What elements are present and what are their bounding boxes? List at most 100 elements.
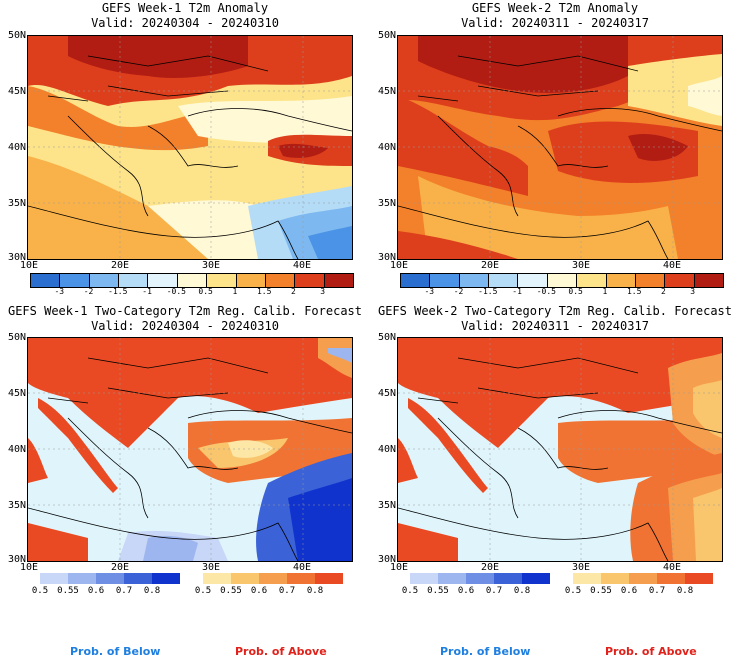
panel-title: GEFS Week-2 Two-Category T2m Reg. Calib.… — [377, 304, 732, 318]
anomaly-colorbar — [30, 273, 354, 288]
lon-label: 20E — [110, 260, 130, 271]
colorbar-swatch — [315, 573, 343, 584]
colorbar-swatch — [606, 274, 636, 287]
colorbar-tick-label: 1 — [232, 287, 238, 296]
lat-label: 45N — [7, 388, 26, 399]
prob-below-label: Prob. of Below — [70, 645, 161, 658]
colorbar-tick-label: 0.5 — [401, 586, 419, 596]
colorbar-tick-label: -3 — [424, 287, 435, 296]
colorbar-swatch — [401, 274, 431, 287]
colorbar-tick-label: 0.7 — [278, 586, 296, 596]
panel-title: GEFS Week-1 Two-Category T2m Reg. Calib.… — [7, 304, 362, 318]
colorbar-swatch — [124, 573, 152, 584]
panel-title: GEFS Week-2 T2m Anomaly — [471, 1, 639, 15]
lon-label: 40E — [662, 260, 682, 271]
lat-label: 50N — [7, 332, 26, 343]
below-colorbar — [40, 573, 180, 584]
colorbar-tick-label: 0.8 — [513, 586, 531, 596]
colorbar-tick-label: 0.5 — [31, 586, 49, 596]
colorbar-swatch — [295, 274, 325, 287]
colorbar-swatch — [96, 573, 124, 584]
colorbar-swatch — [203, 573, 231, 584]
lat-label: 35N — [7, 500, 26, 511]
colorbar-tick-label: 0.5 — [194, 586, 212, 596]
lat-label: 40N — [377, 444, 396, 455]
anomaly-map-week2 — [397, 35, 723, 260]
anomaly-colorbar-ticks: -3 -2 -1.5 -1 -0.5 0.5 1 1.5 2 3 — [400, 287, 722, 299]
lon-label: 10E — [389, 562, 409, 573]
lon-label: 20E — [480, 562, 500, 573]
colorbar-swatch — [577, 274, 607, 287]
colorbar-swatch — [547, 274, 578, 287]
colorbar-tick-label: 3 — [690, 287, 696, 296]
colorbar-swatch — [430, 274, 460, 287]
panel-title: GEFS Week-1 T2m Anomaly — [101, 1, 269, 15]
prob-below-label: Prob. of Below — [440, 645, 531, 658]
lat-label: 35N — [377, 198, 396, 209]
colorbar-swatch — [573, 573, 601, 584]
colorbar-tick-label: 0.55 — [57, 586, 79, 596]
lat-label: 40N — [7, 142, 26, 153]
colorbar-tick-label: 0.7 — [648, 586, 666, 596]
above-colorbar — [573, 573, 713, 584]
lat-label: 45N — [377, 388, 396, 399]
colorbar-swatch — [89, 274, 120, 287]
colorbar-tick-label: 3 — [320, 287, 326, 296]
panel-valid-dates: Valid: 20240304 - 20240310 — [91, 319, 279, 333]
colorbar-swatch — [287, 573, 315, 584]
below-colorbar-ticks: 0.5 0.55 0.6 0.7 0.8 — [402, 586, 550, 598]
colorbar-swatch — [231, 573, 259, 584]
colorbar-tick-label: 0.8 — [306, 586, 324, 596]
colorbar-tick-label: 2 — [291, 287, 296, 296]
colorbar-swatch — [459, 274, 490, 287]
colorbar-swatch — [177, 274, 208, 287]
colorbar-tick-label: 0.5 — [198, 287, 213, 296]
colorbar-tick-label: -1 — [142, 287, 152, 296]
lon-label: 20E — [110, 562, 130, 573]
colorbar-tick-label: -1.5 — [108, 287, 128, 296]
colorbar-tick-label: 0.55 — [427, 586, 449, 596]
colorbar-tick-label: 0.8 — [676, 586, 694, 596]
colorbar-swatch — [207, 274, 237, 287]
lat-label: 30N — [377, 252, 396, 263]
colorbar-tick-label: 0.5 — [564, 586, 582, 596]
colorbar-swatch — [119, 274, 149, 287]
below-colorbar — [410, 573, 550, 584]
prob-above-label: Prob. of Above — [605, 645, 697, 658]
anomaly-map-week1 — [27, 35, 353, 260]
lon-label: 30E — [571, 562, 591, 573]
panel-week1-probability: GEFS Week-1 Two-Category T2m Reg. Calib.… — [0, 300, 370, 662]
colorbar-tick-label: 0.8 — [143, 586, 161, 596]
colorbar-tick-label: 2 — [661, 287, 666, 296]
colorbar-swatch — [60, 274, 90, 287]
colorbar-swatch — [694, 274, 723, 287]
colorbar-tick-label: -1.5 — [478, 287, 498, 296]
lat-label: 50N — [7, 30, 26, 41]
above-colorbar-ticks: 0.5 0.55 0.6 0.7 0.8 — [195, 586, 343, 598]
colorbar-tick-label: 0.6 — [457, 586, 475, 596]
colorbar-swatch — [466, 573, 494, 584]
above-colorbar — [203, 573, 343, 584]
colorbar-tick-label: 0.6 — [250, 586, 268, 596]
lat-label: 30N — [377, 554, 396, 565]
colorbar-tick-label: 0.7 — [485, 586, 503, 596]
colorbar-tick-label: 0.55 — [590, 586, 612, 596]
colorbar-swatch — [410, 573, 438, 584]
anomaly-colorbar — [400, 273, 724, 288]
lon-label: 10E — [19, 260, 39, 271]
colorbar-swatch — [259, 573, 287, 584]
colorbar-tick-label: -2 — [83, 287, 94, 296]
lat-label: 50N — [377, 30, 396, 41]
panel-week1-anomaly: GEFS Week-1 T2m Anomaly Valid: 20240304 … — [0, 0, 370, 300]
lat-label: 45N — [377, 86, 396, 97]
colorbar-tick-label: 0.6 — [620, 586, 638, 596]
colorbar-swatch — [324, 274, 353, 287]
colorbar-swatch — [685, 573, 713, 584]
colorbar-tick-label: 0.5 — [568, 287, 583, 296]
lon-label: 30E — [201, 562, 221, 573]
colorbar-swatch — [236, 274, 266, 287]
colorbar-tick-label: -0.5 — [536, 287, 556, 296]
colorbar-swatch — [522, 573, 550, 584]
colorbar-tick-label: 1.5 — [256, 287, 272, 296]
prob-above-label: Prob. of Above — [235, 645, 327, 658]
